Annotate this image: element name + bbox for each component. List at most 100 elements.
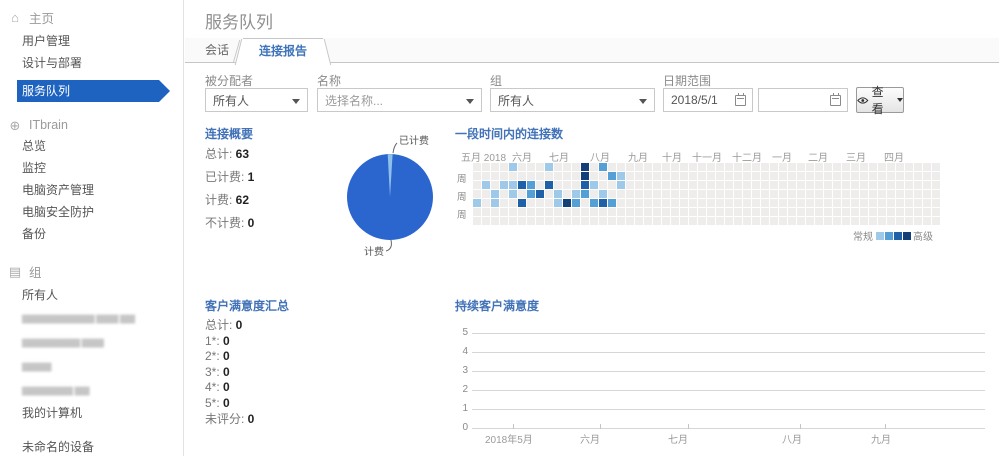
heatmap-cell [545, 190, 553, 198]
view-button[interactable]: 查看 [856, 85, 904, 116]
heatmap-cell [797, 172, 805, 180]
heatmap-week-row [473, 163, 940, 171]
heatmap-cell [617, 208, 625, 216]
heatmap-cell [842, 199, 850, 207]
date-start-value: 2018/5/1 [671, 93, 718, 107]
heatmap-cell [482, 208, 490, 216]
heatmap-cell [815, 190, 823, 198]
heatmap-cell [599, 208, 607, 216]
stat-label: 2*: [205, 349, 224, 364]
tab-connection-report[interactable]: 连接报告 [243, 38, 323, 64]
heatmap-month-label: 八月 [590, 153, 610, 164]
heatmap-cell [869, 172, 877, 180]
heatmap-cell [581, 199, 589, 207]
heatmap-cell [923, 181, 931, 189]
heatmap-cell [590, 199, 598, 207]
sidebar-item[interactable]: 监控 [22, 161, 47, 175]
heatmap-month-label: 十月 [662, 153, 682, 164]
heatmap-cell [617, 199, 625, 207]
heatmap-cell [509, 181, 517, 189]
heatmap-cell [806, 217, 814, 225]
heatmap-cell [653, 172, 661, 180]
stat-value: 62 [235, 193, 250, 207]
heatmap-cell [518, 190, 526, 198]
chart-gridline [472, 333, 985, 334]
chart-gridline [472, 371, 985, 372]
heatmap-cell [932, 163, 940, 171]
sidebar-item[interactable]: 我的计算机 [22, 406, 83, 420]
sidebar-item[interactable]: ▆▆▆▆▆▆▆ ▆▆ [22, 385, 90, 396]
satisfaction-summary-title: 客户满意度汇总 [205, 299, 290, 313]
x-axis-tick-label: 七月 [668, 435, 688, 446]
chart-gridline [472, 352, 985, 353]
date-start-input[interactable]: 2018/5/1 [663, 88, 753, 112]
heatmap-cell [698, 190, 706, 198]
heatmap-cell [779, 163, 787, 171]
heatmap-cell [752, 181, 760, 189]
heatmap-cell [545, 208, 553, 216]
heatmap-cell [923, 199, 931, 207]
heatmap-cell [482, 163, 490, 171]
heatmap-cell [725, 208, 733, 216]
group-filter-label: 组 [490, 74, 503, 88]
date-end-input[interactable] [758, 88, 848, 112]
stat-line: 2*: 0 [205, 349, 254, 365]
heatmap-cell [851, 163, 859, 171]
heatmap-cell [725, 190, 733, 198]
heatmap-cell [689, 163, 697, 171]
heatmap-cell [932, 217, 940, 225]
x-axis-tick [513, 424, 514, 429]
connection-summary-title: 连接概要 [205, 127, 254, 141]
heatmap-cell [914, 163, 922, 171]
group-select[interactable]: 所有人 [490, 88, 655, 112]
calendar-icon[interactable] [830, 93, 841, 106]
heatmap-cell [599, 181, 607, 189]
sidebar-item[interactable]: 所有人 [22, 288, 59, 302]
heatmap-cell [761, 217, 769, 225]
heatmap-cell [572, 190, 580, 198]
heatmap-cell [536, 208, 544, 216]
sidebar-item[interactable]: 设计与部署 [22, 56, 83, 70]
name-select[interactable]: 选择名称... [317, 88, 482, 112]
heatmap-cell [599, 163, 607, 171]
sidebar-item[interactable]: ▆▆▆▆▆▆▆▆▆▆ ▆▆▆ ▆▆ [22, 313, 135, 324]
sidebar-item[interactable]: 备份 [22, 227, 47, 241]
legend-high-label: 高级 [913, 232, 933, 243]
heatmap-cell [680, 199, 688, 207]
pie-slice-invoiced [387, 154, 393, 197]
sidebar-item[interactable]: 总览 [22, 139, 47, 153]
sidebar-section-header-itbrain[interactable]: ⊕ ITbrain [0, 114, 183, 136]
heatmap-cell [644, 181, 652, 189]
heatmap-cell [707, 172, 715, 180]
heatmap-cell [824, 199, 832, 207]
calendar-icon[interactable] [735, 93, 746, 106]
heatmap-cell [752, 199, 760, 207]
sidebar-item[interactable]: 未命名的设备 [22, 440, 95, 454]
satisfaction-summary-stats: 总计: 0 1*: 0 2*: 0 3*: 0 4*: 0 5*: 0 未评分: 0 [205, 318, 254, 427]
sidebar-item[interactable]: 电脑资产管理 [22, 183, 95, 197]
ongoing-satisfaction-chart: 持续客户满意度 5 4 3 2 1 0 2018年5月 六月 七月 八月 九月 [455, 297, 990, 452]
assignee-select[interactable]: 所有人 [205, 88, 308, 112]
sidebar-item[interactable]: 用户管理 [22, 34, 71, 48]
sidebar-section-header-groups[interactable]: ▤ 组 [0, 258, 183, 285]
heatmap-cell [662, 172, 670, 180]
x-axis-tick [800, 424, 801, 429]
sidebar-item[interactable]: ▆▆▆▆▆▆▆▆ ▆▆▆ [22, 337, 104, 348]
sidebar-section-header-home[interactable]: ⌂ 主页 [0, 4, 183, 31]
pie-leader-line [392, 142, 398, 154]
heatmap-cell [923, 163, 931, 171]
heatmap-cell [707, 217, 715, 225]
tab-sessions[interactable]: 会话 [205, 43, 230, 57]
chevron-down-icon [897, 98, 903, 102]
sidebar-item[interactable]: 电脑安全防护 [22, 205, 95, 219]
heatmap-cell [860, 181, 868, 189]
heatmap-cell [887, 172, 895, 180]
stat-value: 0 [247, 216, 255, 230]
heatmap-cell [599, 172, 607, 180]
heatmap-cell [473, 172, 481, 180]
sidebar-item[interactable]: ▆▆▆▆ [22, 361, 51, 372]
heatmap-cell [815, 217, 823, 225]
heatmap-cell [716, 217, 724, 225]
sidebar-item[interactable]: 服务队列 [17, 80, 170, 102]
heatmap-cell [770, 172, 778, 180]
